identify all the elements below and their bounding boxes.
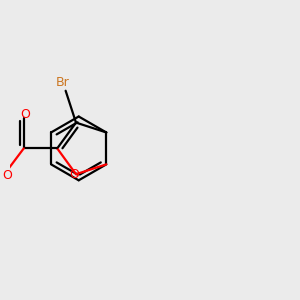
Text: Br: Br <box>56 76 69 89</box>
Text: O: O <box>70 168 79 181</box>
Text: O: O <box>20 108 30 122</box>
Text: O: O <box>2 169 12 182</box>
